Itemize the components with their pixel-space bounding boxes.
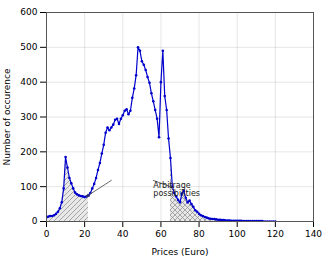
svg-text:100: 100 xyxy=(229,229,246,239)
svg-text:400: 400 xyxy=(20,77,37,87)
svg-text:140: 140 xyxy=(305,229,322,239)
svg-text:Prices (Euro): Prices (Euro) xyxy=(152,247,209,257)
svg-text:0: 0 xyxy=(32,216,38,226)
svg-text:60: 60 xyxy=(155,229,167,239)
svg-text:20: 20 xyxy=(79,229,91,239)
svg-text:100: 100 xyxy=(20,182,37,192)
svg-text:300: 300 xyxy=(20,112,37,122)
svg-text:120: 120 xyxy=(267,229,284,239)
svg-text:200: 200 xyxy=(20,147,37,157)
svg-text:40: 40 xyxy=(117,229,129,239)
svg-text:Arbitragepossibilities: Arbitragepossibilities xyxy=(153,181,200,198)
svg-text:0: 0 xyxy=(44,229,50,239)
svg-text:Number of occurence: Number of occurence xyxy=(2,68,12,165)
svg-text:500: 500 xyxy=(20,42,37,52)
svg-text:600: 600 xyxy=(20,7,37,17)
svg-text:80: 80 xyxy=(193,229,205,239)
